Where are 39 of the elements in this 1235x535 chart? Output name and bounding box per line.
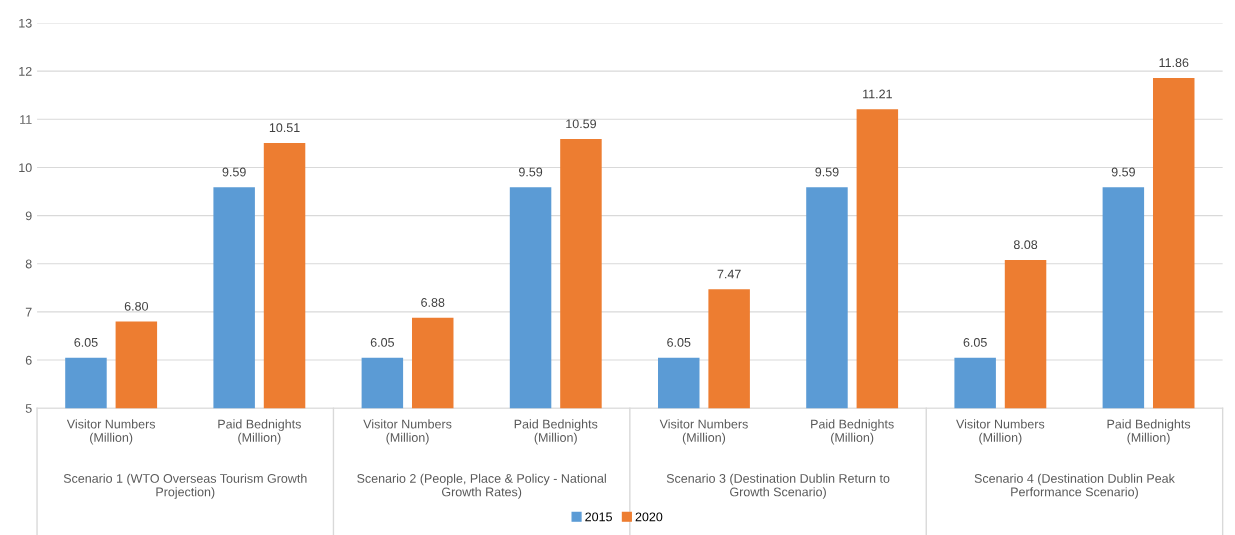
y-tick-label: 5 (25, 404, 32, 413)
data-label: 6.88 (421, 298, 445, 307)
data-label: 8.08 (1013, 240, 1038, 250)
y-tick-label: 13 (19, 18, 32, 28)
legend-label: 2015 (585, 512, 612, 522)
x-tick-label: Paid Bednights (Million) (1107, 419, 1191, 445)
data-label: 6.05 (74, 337, 98, 347)
y-tick-label: 7 (25, 307, 32, 317)
y-tick-label: 12 (19, 66, 32, 76)
y-tick-label: 8 (25, 259, 32, 269)
data-label: 9.59 (222, 167, 246, 177)
data-label: 11.21 (863, 89, 892, 99)
data-label: 6.80 (124, 301, 149, 311)
x-tick-label: Paid Bednights (Million) (514, 419, 598, 445)
x-tick-label: Visitor Numbers (Million) (363, 419, 452, 445)
data-label: 11.86 (1159, 58, 1189, 68)
data-label: 6.05 (667, 337, 691, 347)
text: Scenario 3 (Destination Dublin Return to Growth Scenario) (666, 473, 890, 499)
text: Scenario 2 (People, Place & Policy - National Growth Rates) (357, 473, 606, 499)
data-label: 6.05 (963, 337, 987, 347)
x-tick-label: Visitor Numbers (Million) (66, 419, 156, 445)
data-label: 10.51 (269, 123, 300, 133)
x-tick-label: Paid Bednights (Million) (218, 419, 301, 445)
y-tick-label: 6 (25, 355, 32, 365)
text: Scenario 4 (Destination Dublin Peak Performance Scenario) (974, 473, 1175, 499)
data-label: 9.59 (815, 167, 839, 177)
x-tick-label: Paid Bednights (Million) (811, 419, 894, 445)
text: Scenario 1 (WTO Overseas Tourism Growth Projection) (63, 473, 307, 499)
x-tick-label: Visitor Numbers (Million) (659, 419, 748, 445)
data-label: 10.59 (566, 119, 596, 129)
data-label: 9.59 (1111, 167, 1135, 177)
y-tick-label: 11 (20, 115, 32, 124)
legend-label: 2020 (635, 512, 663, 522)
data-label: 7.47 (717, 269, 741, 279)
y-tick-label: 10 (19, 163, 32, 173)
x-tick-label: Visitor Numbers (Million) (956, 419, 1045, 445)
y-tick-label: 9 (25, 211, 32, 221)
data-label: 9.59 (518, 167, 543, 177)
data-label: 6.05 (370, 337, 394, 347)
